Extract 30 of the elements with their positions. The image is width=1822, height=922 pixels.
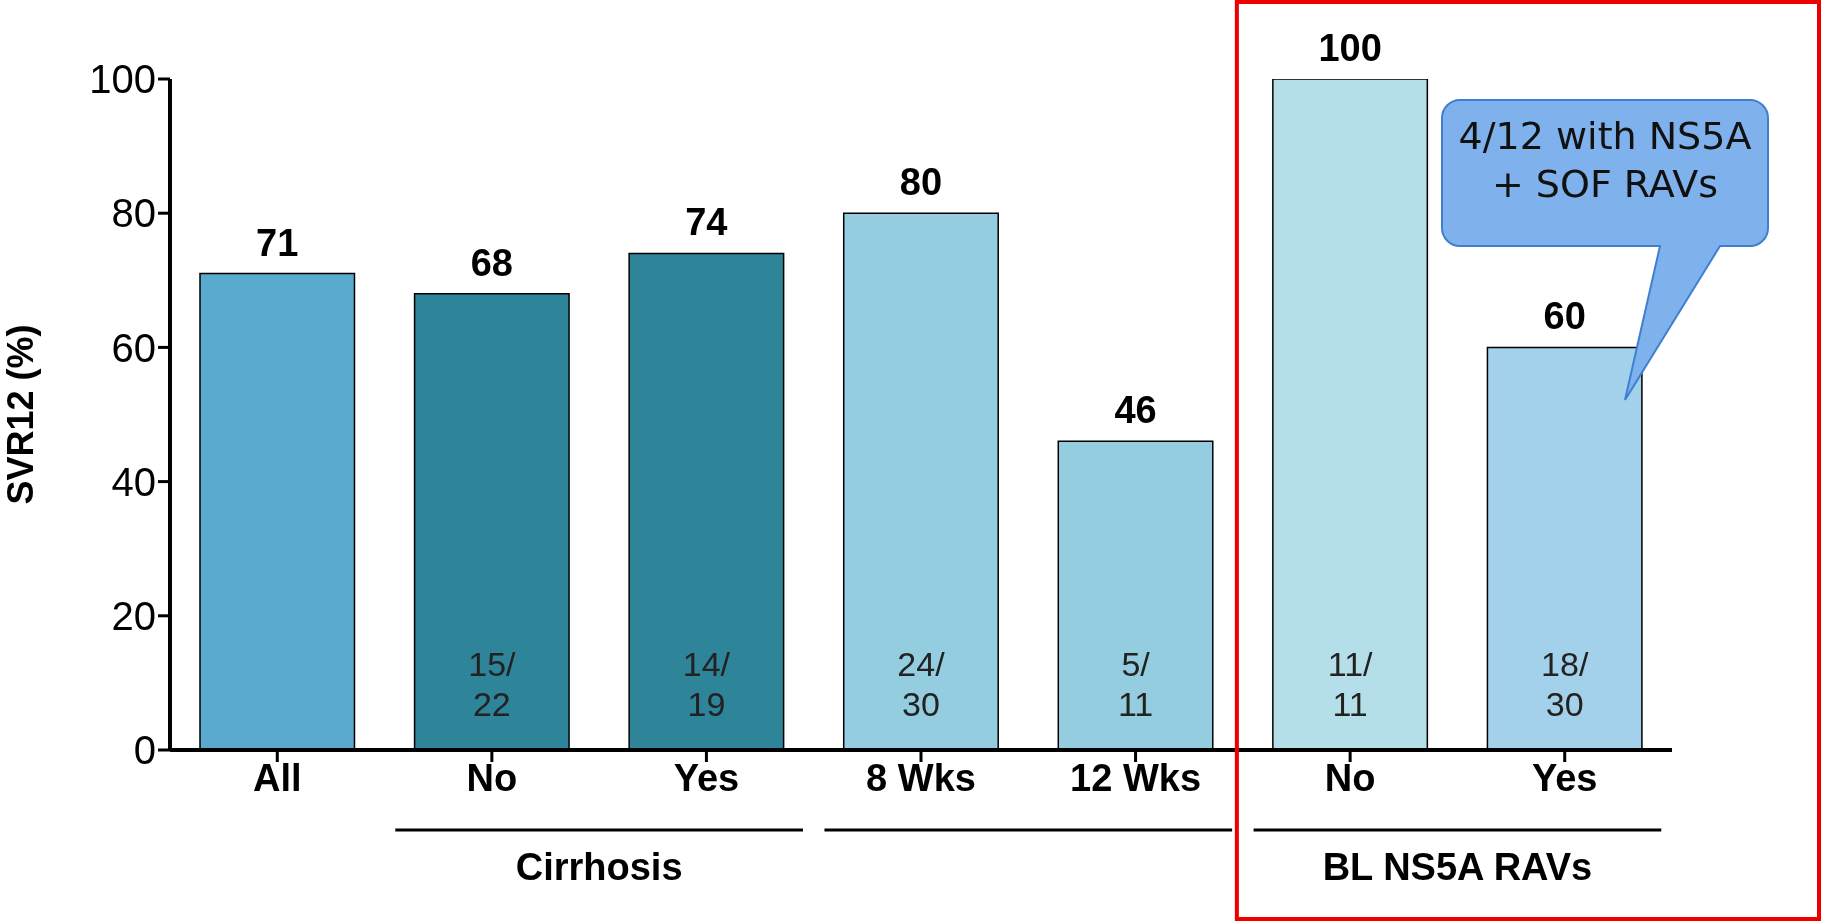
x-tick-label: No	[466, 756, 518, 799]
x-tick-label: Yes	[673, 756, 740, 799]
y-tick-label: 60	[111, 325, 156, 370]
data-label: 68	[470, 241, 513, 284]
annotation: 18/ 30	[1541, 645, 1589, 724]
annotation: 24/ 30	[897, 645, 946, 724]
y-axis-title: SVR12 (%)	[0, 324, 41, 505]
data-label: 80	[899, 161, 943, 204]
data-label: 60	[1543, 295, 1586, 338]
annotation: 11/ 11	[1327, 645, 1374, 724]
annotation: 15/ 22	[468, 645, 517, 724]
y-tick-label: 80	[111, 191, 156, 236]
x-tick-label: Yes	[1531, 756, 1598, 799]
data-label: 74	[685, 201, 728, 244]
x-tick-label: No	[1324, 756, 1376, 799]
y-tick-label: 0	[133, 728, 156, 773]
x-tick-label: 8 Wks	[866, 756, 976, 799]
data-label: 71	[256, 221, 299, 264]
annotation: 14/ 19	[682, 645, 731, 724]
annotation: 4/12 with NS5A + SOF RAVs	[1457, 113, 1753, 208]
x-tick-label: All	[253, 756, 302, 799]
x-tick-label: 12 Wks	[1070, 756, 1202, 799]
y-tick-label: 20	[111, 594, 156, 638]
annotation: 5/ 11	[1117, 645, 1154, 724]
y-tick-label: 40	[111, 459, 156, 504]
text: BL NS5A RAVs	[1322, 846, 1593, 888]
y-tick-label: 100	[89, 57, 156, 102]
data-label: 100	[1318, 27, 1382, 69]
data-label: 46	[1114, 389, 1157, 432]
text: Cirrhosis	[515, 846, 683, 888]
